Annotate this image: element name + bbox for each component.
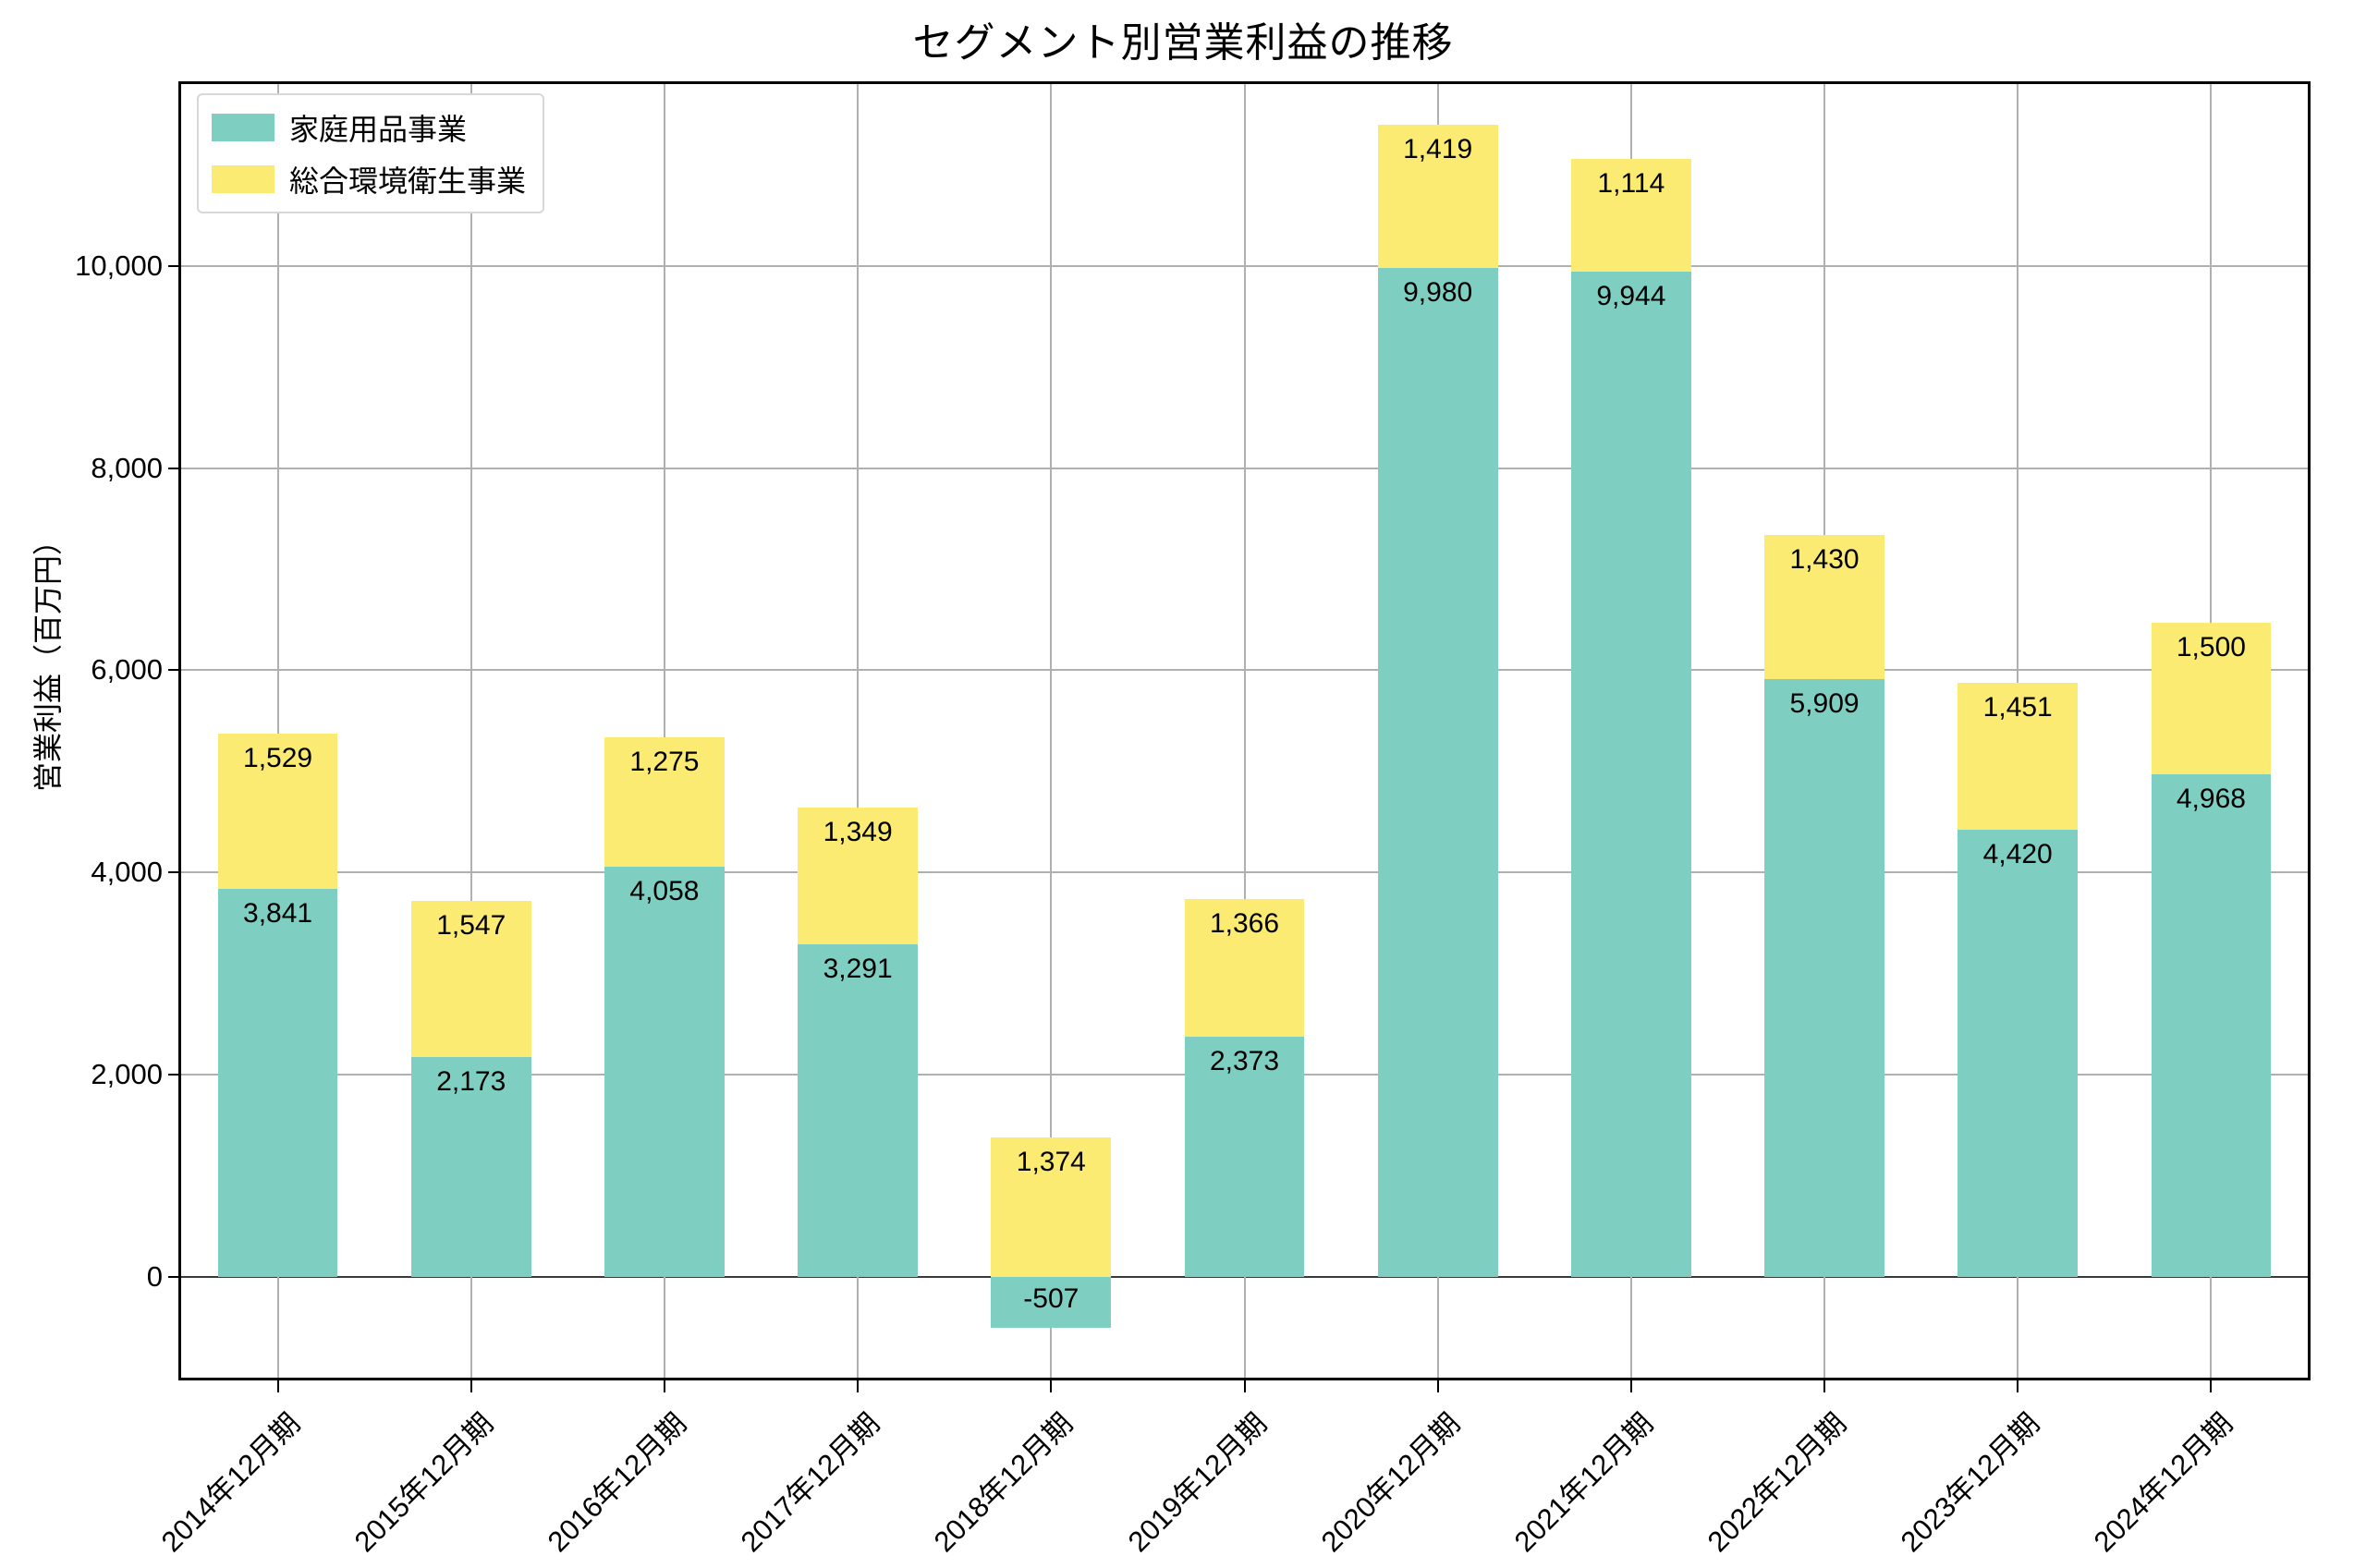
bar-segment-household[interactable] xyxy=(1571,272,1691,1277)
x-tick-mark xyxy=(1629,1380,1632,1392)
page-title: セグメント別営業利益の推移 xyxy=(912,20,1454,66)
y-tick-mark xyxy=(168,467,180,469)
bar-segment-environment[interactable] xyxy=(410,900,531,1057)
legend-swatch-icon-0 xyxy=(212,114,274,141)
gridline-vertical xyxy=(470,84,472,1378)
legend-item-0: 家庭用品事業 xyxy=(212,106,526,149)
bar-segment-environment[interactable] xyxy=(604,737,725,867)
y-tick-label: 10,000 xyxy=(75,249,163,282)
legend-label-1: 総合環境衛生事業 xyxy=(289,164,527,198)
y-tick-label: 6,000 xyxy=(91,653,163,687)
bar-segment-environment[interactable] xyxy=(2151,623,2272,775)
bar-segment-environment[interactable] xyxy=(1764,534,1884,680)
bar-group[interactable]: 5,909 1,430 xyxy=(1764,84,1884,1378)
x-tick-mark xyxy=(1243,1380,1246,1392)
bar-segment-environment[interactable] xyxy=(1957,683,2079,831)
bar-group[interactable]: 4,968 1,500 xyxy=(2151,84,2272,1378)
bar-segment-household[interactable] xyxy=(991,1276,1112,1329)
bar-group[interactable]: 9,980 1,419 xyxy=(1377,84,1498,1378)
gridline-vertical xyxy=(857,84,860,1378)
bar-segment-environment[interactable] xyxy=(798,808,918,944)
bar-segment-environment[interactable] xyxy=(1184,898,1305,1038)
bar-segment-environment[interactable] xyxy=(991,1137,1112,1277)
bar-segment-household[interactable] xyxy=(604,866,725,1277)
gridline-vertical xyxy=(663,84,665,1378)
plot-inner: 3,841 1,529 2,173 1,547 4,058 1,275 3,291 1,349… xyxy=(181,84,2308,1378)
bar-segment-household[interactable] xyxy=(1957,830,2079,1277)
bar-segment-environment[interactable] xyxy=(1377,124,1498,269)
plot-area: 3,841 1,529 2,173 1,547 4,058 1,275 3,291 1,349… xyxy=(178,81,2311,1380)
gridline-vertical xyxy=(276,84,279,1378)
gridline-vertical xyxy=(1243,84,1246,1378)
bar-segment-household[interactable] xyxy=(217,888,338,1277)
x-tick-mark xyxy=(857,1380,860,1392)
legend-label-0: 家庭用品事業 xyxy=(289,113,468,146)
bar-group[interactable]: 4,420 1,451 xyxy=(1957,84,2079,1378)
y-tick-mark xyxy=(168,1073,180,1076)
legend-item-1: 総合環境衛生事業 xyxy=(212,158,526,201)
bar-segment-household[interactable] xyxy=(1377,268,1498,1277)
gridline-vertical xyxy=(1050,84,1053,1378)
bar-segment-environment[interactable] xyxy=(217,734,338,889)
bar-group[interactable]: 3,841 1,529 xyxy=(217,84,338,1378)
x-tick-mark xyxy=(2210,1380,2213,1392)
y-tick-label: 0 xyxy=(146,1259,163,1293)
legend-swatch-icon-1 xyxy=(212,165,274,193)
bar-segment-household[interactable] xyxy=(1764,679,1884,1277)
y-tick-mark xyxy=(168,871,180,874)
bar-segment-household[interactable] xyxy=(1184,1037,1305,1277)
x-tick-mark xyxy=(663,1380,665,1392)
bar-group[interactable]: 3,291 1,349 xyxy=(798,84,918,1378)
x-tick-mark xyxy=(1050,1380,1053,1392)
bar-group[interactable]: 4,058 1,275 xyxy=(604,84,725,1378)
x-tick-mark xyxy=(470,1380,472,1392)
bar-segment-household[interactable] xyxy=(2151,774,2272,1277)
bar-group[interactable]: 2,173 1,547 xyxy=(410,84,531,1378)
y-tick-label: 2,000 xyxy=(91,1057,163,1090)
x-tick-mark xyxy=(276,1380,279,1392)
x-tick-mark xyxy=(1436,1380,1439,1392)
x-tick-label: 2014年12月期 xyxy=(154,1406,306,1559)
chart-legend: 家庭用品事業 総合環境衛生事業 xyxy=(197,93,545,213)
bar-group[interactable]: -507 1,374 xyxy=(991,84,1112,1378)
bar-segment-environment[interactable] xyxy=(1571,159,1691,272)
bar-segment-household[interactable] xyxy=(410,1056,531,1277)
bar-group[interactable]: 2,373 1,366 xyxy=(1184,84,1305,1378)
y-tick-mark xyxy=(168,1275,180,1278)
y-tick-label: 8,000 xyxy=(91,451,163,484)
y-tick-mark xyxy=(168,669,180,672)
y-tick-mark xyxy=(168,264,180,267)
bar-segment-household[interactable] xyxy=(798,943,918,1277)
y-tick-label: 4,000 xyxy=(91,856,163,889)
x-tick-mark xyxy=(1823,1380,1826,1392)
bar-group[interactable]: 9,944 1,114 xyxy=(1571,84,1691,1378)
x-tick-mark xyxy=(2017,1380,2019,1392)
